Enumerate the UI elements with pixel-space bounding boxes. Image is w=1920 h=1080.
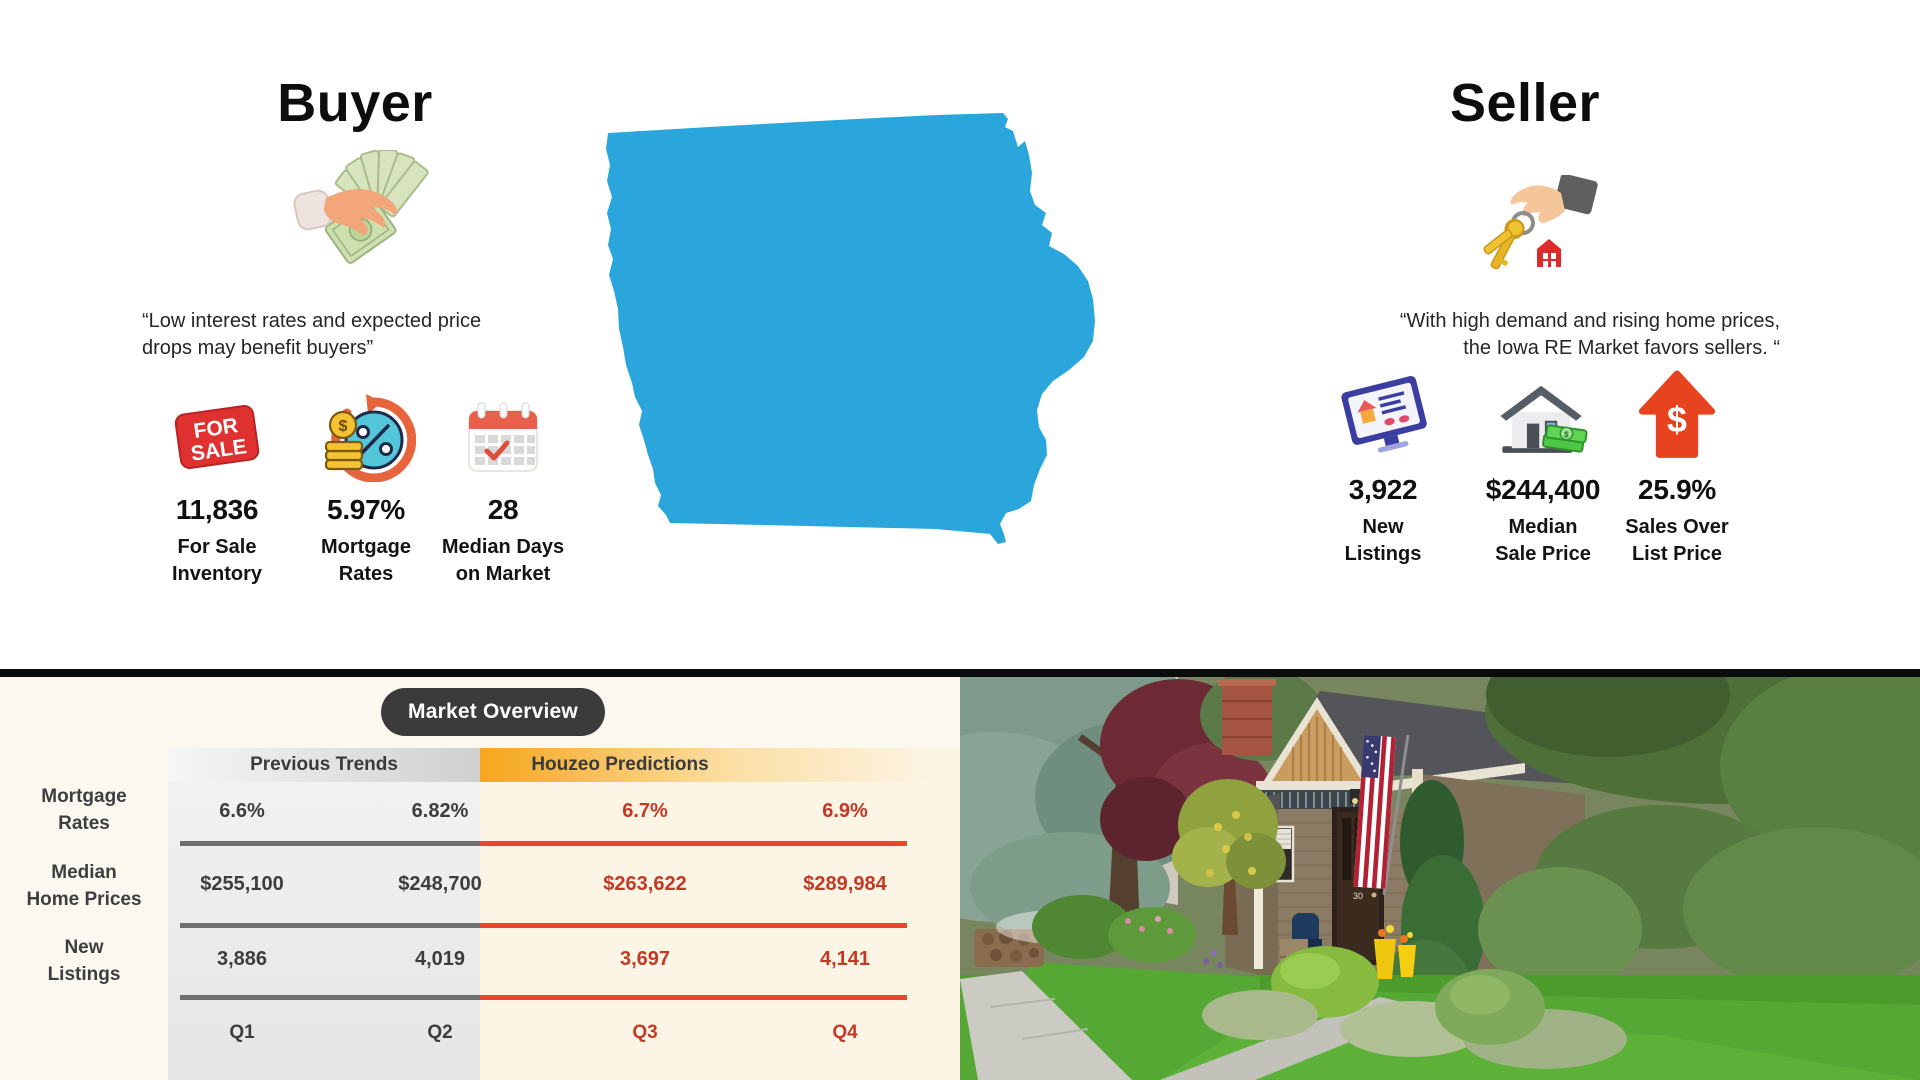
stat-label: Median Sale Price [1495,516,1591,565]
row-divider [180,923,480,928]
table-cell: 6.82% [411,800,469,822]
quarter-label: Q2 [427,1022,453,1043]
yellow-planters [1374,925,1416,979]
american-flag [1353,734,1410,896]
table-cell: 4,141 [819,948,871,970]
table-cell: 3,697 [619,948,671,970]
hand-holding-money-illustration [293,150,429,264]
buyer-quote: “Low interest rates and expected price d… [142,310,482,359]
buyer-section-title: Buyer [277,73,433,133]
stat-value: 5.97% [327,494,405,525]
stat-new-listings: 3,922 New Listings [1308,372,1458,568]
market-overview-table: Market Overview Previous Trends Houzeo P… [0,677,960,1080]
houzeo-predictions-header [480,748,935,782]
row-divider [480,923,907,928]
stat-value: 28 [487,494,519,525]
chimney [1218,679,1276,755]
small-tree [1172,779,1286,935]
predictions-column-bg [480,748,960,1080]
house-money-icon: $ [1468,372,1618,462]
stat-label: New Listings [1344,516,1422,565]
calendar-check-icon [428,392,578,482]
stat-for-sale-inventory: FOR SALE 11,836 For Sale Inventory [142,392,292,588]
house-photo: 30 [960,677,1920,1080]
stat-label: Sales Over List Price [1625,516,1729,565]
stat-value: 3,922 [1348,474,1418,505]
stat-median-sale-price: $ $244,400 Median Sale Price [1468,372,1618,568]
market-overview-title: Market Overview [408,700,578,723]
for-sale-sign-icon: FOR SALE [142,392,292,482]
seller-quote: “With high demand and rising home prices… [1399,310,1780,359]
svg-text:$: $ [1667,400,1687,440]
quarter-label: Q3 [632,1022,658,1043]
sidewalk [960,971,1132,1080]
stat-value: $244,400 [1485,474,1601,505]
section-divider-bar [0,669,1920,677]
stat-mortgage-rates: $ 5.97% Mortgage Rates [291,392,441,588]
right-foliage [1478,677,1920,991]
seller-section-title: Seller [1449,73,1601,133]
sleeve [1554,175,1598,215]
table-cell: 3,886 [216,948,268,970]
quarter-label: Q4 [832,1022,858,1043]
previous-trends-column-bg [168,748,480,1080]
stat-label: For Sale Inventory [171,536,263,585]
stat-label: Mortgage Rates [321,536,411,585]
row-label-median-home-prices: Median Home Prices [26,862,142,910]
row-divider [480,841,907,846]
table-cell: $289,984 [803,873,887,895]
iowa-state-map [606,113,1095,544]
stat-median-days: 28 Median Days on Market [428,392,578,588]
stat-label: Median Days on Market [441,536,565,585]
hand [1510,185,1565,223]
up-arrow-dollar-icon: $ [1602,370,1752,462]
svg-text:$: $ [1563,429,1569,440]
table-cell: $248,700 [398,873,482,895]
previous-trends-label: Previous Trends [250,754,398,775]
row-divider [180,841,480,846]
table-cell: $255,100 [200,873,284,895]
table-cell: $263,622 [603,873,687,895]
stat-value: 25.9% [1638,474,1716,505]
porch-light [1350,789,1360,804]
hand [324,189,398,236]
stat-value: 11,836 [175,494,259,525]
row-divider [480,995,907,1000]
previous-trends-header [168,748,480,782]
stat-sales-over-list: $ 25.9% Sales Over List Price [1602,370,1752,568]
monitor-listing-icon [1308,372,1458,462]
house-keychain [1537,239,1561,267]
svg-text:$: $ [339,418,348,435]
row-label-mortgage-rates: Mortgage Rates [41,786,127,834]
mortgage-percent-coins-icon: $ [291,392,441,482]
table-cell: 6.6% [219,800,265,822]
market-overview-pill: Market Overview [381,688,605,736]
row-label-new-listings: New Listings [47,937,121,985]
svg-text:30: 30 [1353,891,1363,901]
quarter-label: Q1 [229,1022,255,1043]
hand-holding-keys-illustration [1483,175,1598,270]
houzeo-predictions-label: Houzeo Predictions [531,754,709,775]
table-cell: 6.9% [822,800,868,822]
table-cell: 6.7% [622,800,668,822]
table-cell: 4,019 [414,948,466,970]
iowa-shape [606,113,1095,544]
stone-wall [974,929,1044,967]
row-divider [180,995,480,1000]
